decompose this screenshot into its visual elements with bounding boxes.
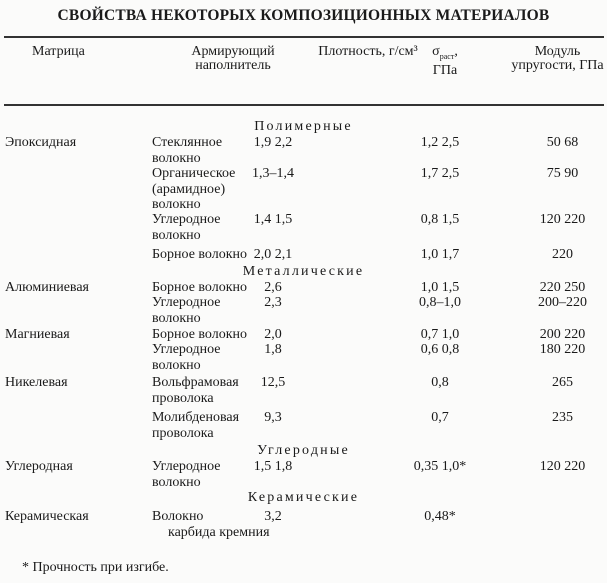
filler-cell: волокно <box>152 357 201 373</box>
filler-cell: Органическое <box>152 166 236 181</box>
header-bottom-rule <box>4 104 604 106</box>
filler-cell: Борное волокно <box>152 280 248 295</box>
modulus-cell: 120 220 <box>539 212 586 227</box>
density-cell: 2,6 <box>264 280 282 295</box>
matrix-cell: Никелевая <box>5 375 68 390</box>
group-heading-polymer: Полимерные <box>254 119 353 134</box>
modulus-cell: 200–220 <box>538 295 587 310</box>
strength-cell: 0,8–1,0 <box>419 295 461 310</box>
filler-cell: проволока <box>152 390 214 406</box>
sigma-subscript: раст <box>439 51 455 61</box>
density-cell: 1,4 1,5 <box>253 212 293 227</box>
filler-cell: Борное волокно <box>152 327 248 342</box>
sigma-symbol: σ <box>432 44 440 59</box>
group-heading-carbon: Углеродные <box>257 443 350 458</box>
filler-cell: волокно <box>152 474 201 490</box>
header-matrix: Матрица <box>32 44 85 59</box>
header-filler: Армирующий наполнитель <box>191 44 275 73</box>
header-strength: σраст, ГПа <box>432 44 458 78</box>
density-cell: 2,3 <box>264 295 282 310</box>
modulus-cell: 235 <box>552 410 573 425</box>
strength-cell: 0,7 <box>431 410 449 425</box>
density-cell: 2,0 <box>264 327 282 342</box>
footnote: * Прочность при изгибе. <box>22 560 169 575</box>
group-heading-metal: Металлические <box>242 264 365 279</box>
strength-cell: 0,48* <box>424 509 456 524</box>
filler-cell: волокно <box>152 227 201 243</box>
modulus-cell: 120 220 <box>539 459 586 474</box>
strength-cell: 1,0 1,5 <box>420 280 460 295</box>
density-cell: 1,3–1,4 <box>252 166 294 181</box>
strength-cell: 1,2 2,5 <box>420 135 460 150</box>
filler-cell: волокно <box>152 197 201 212</box>
density-cell: 12,5 <box>260 375 286 390</box>
filler-cell: Углеродное <box>152 212 221 227</box>
table-title: СВОЙСТВА НЕКОТОРЫХ КОМПОЗИЦИОННЫХ МАТЕРИ… <box>57 7 550 24</box>
filler-cell: Углеродное <box>152 342 221 357</box>
strength-unit: ГПа <box>432 62 458 78</box>
filler-cell: волокно <box>152 310 201 326</box>
modulus-cell: 220 <box>552 247 573 262</box>
density-cell: 9,3 <box>264 410 282 425</box>
header-modulus: Модуль упругости, ГПа <box>511 44 604 73</box>
modulus-cell: 180 220 <box>539 342 586 357</box>
strength-cell: 0,7 1,0 <box>420 327 460 342</box>
density-cell: 1,9 2,2 <box>253 135 293 150</box>
header-top-rule <box>4 36 604 38</box>
filler-cell: Углеродное <box>152 459 221 474</box>
filler-cell: Стеклянное <box>152 135 223 150</box>
matrix-cell: Углеродная <box>5 459 73 474</box>
density-cell: 1,8 <box>264 342 282 357</box>
modulus-cell: 200 220 <box>539 327 586 342</box>
matrix-cell: Керамическая <box>5 509 89 524</box>
modulus-cell: 50 68 <box>546 135 579 150</box>
matrix-cell: Эпоксидная <box>5 135 77 150</box>
matrix-cell: Алюминиевая <box>5 280 89 295</box>
density-cell: 3,2 <box>264 509 282 524</box>
group-heading-ceramic: Керамические <box>247 490 360 505</box>
strength-cell: 1,0 1,7 <box>420 247 460 262</box>
filler-cell: Волокно <box>152 509 204 524</box>
matrix-cell: Магниевая <box>5 327 70 342</box>
modulus-cell: 265 <box>552 375 573 390</box>
filler-cell: проволока <box>152 425 214 441</box>
modulus-cell: 220 250 <box>539 280 586 295</box>
strength-cell: 1,7 2,5 <box>420 166 460 181</box>
filler-cell: волокно <box>152 150 201 166</box>
filler-cell: Углеродное <box>152 295 221 310</box>
density-cell: 1,5 1,8 <box>253 459 293 474</box>
modulus-cell: 75 90 <box>546 166 579 181</box>
filler-cell: Вольфрамовая <box>152 375 239 390</box>
filler-cell: (арамидное) <box>152 181 226 197</box>
strength-cell: 0,8 <box>431 375 449 390</box>
filler-cell: карбида кремния <box>168 524 270 540</box>
strength-cell: 0,35 1,0* <box>413 459 467 474</box>
filler-cell: Борное волокно <box>152 247 248 262</box>
header-density: Плотность, г/см³ <box>318 44 418 59</box>
filler-cell: Молибденовая <box>152 410 240 425</box>
density-cell: 2,0 2,1 <box>253 247 293 262</box>
strength-cell: 0,6 0,8 <box>420 342 460 357</box>
strength-cell: 0,8 1,5 <box>420 212 460 227</box>
